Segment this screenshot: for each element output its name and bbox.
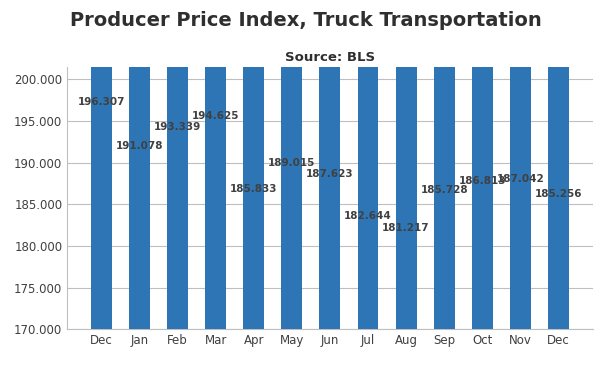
Bar [434,0,455,329]
Bar [91,0,112,329]
Bar [243,0,265,329]
Text: 193.339: 193.339 [154,122,201,132]
Text: 187.042: 187.042 [496,174,544,184]
Text: 191.078: 191.078 [116,141,163,151]
Text: 189.015: 189.015 [268,158,315,168]
Text: Producer Price Index, Truck Transportation: Producer Price Index, Truck Transportati… [70,11,541,30]
Bar [167,0,188,329]
Bar [548,0,569,329]
Bar [282,0,302,329]
Text: 181.217: 181.217 [382,223,430,233]
Text: 194.625: 194.625 [192,111,240,121]
Text: 196.307: 196.307 [78,97,125,107]
Bar [472,0,492,329]
Title: Source: BLS: Source: BLS [285,51,375,64]
Text: 185.833: 185.833 [230,184,277,194]
Bar [395,0,417,329]
Bar [129,0,150,329]
Text: 187.623: 187.623 [306,169,354,179]
Text: 182.644: 182.644 [344,211,392,221]
Bar [510,0,531,329]
Text: 185.728: 185.728 [420,185,468,195]
Text: 185.256: 185.256 [535,189,582,199]
Bar [357,0,378,329]
Text: 186.813: 186.813 [458,176,506,186]
Bar [320,0,340,329]
Bar [205,0,226,329]
